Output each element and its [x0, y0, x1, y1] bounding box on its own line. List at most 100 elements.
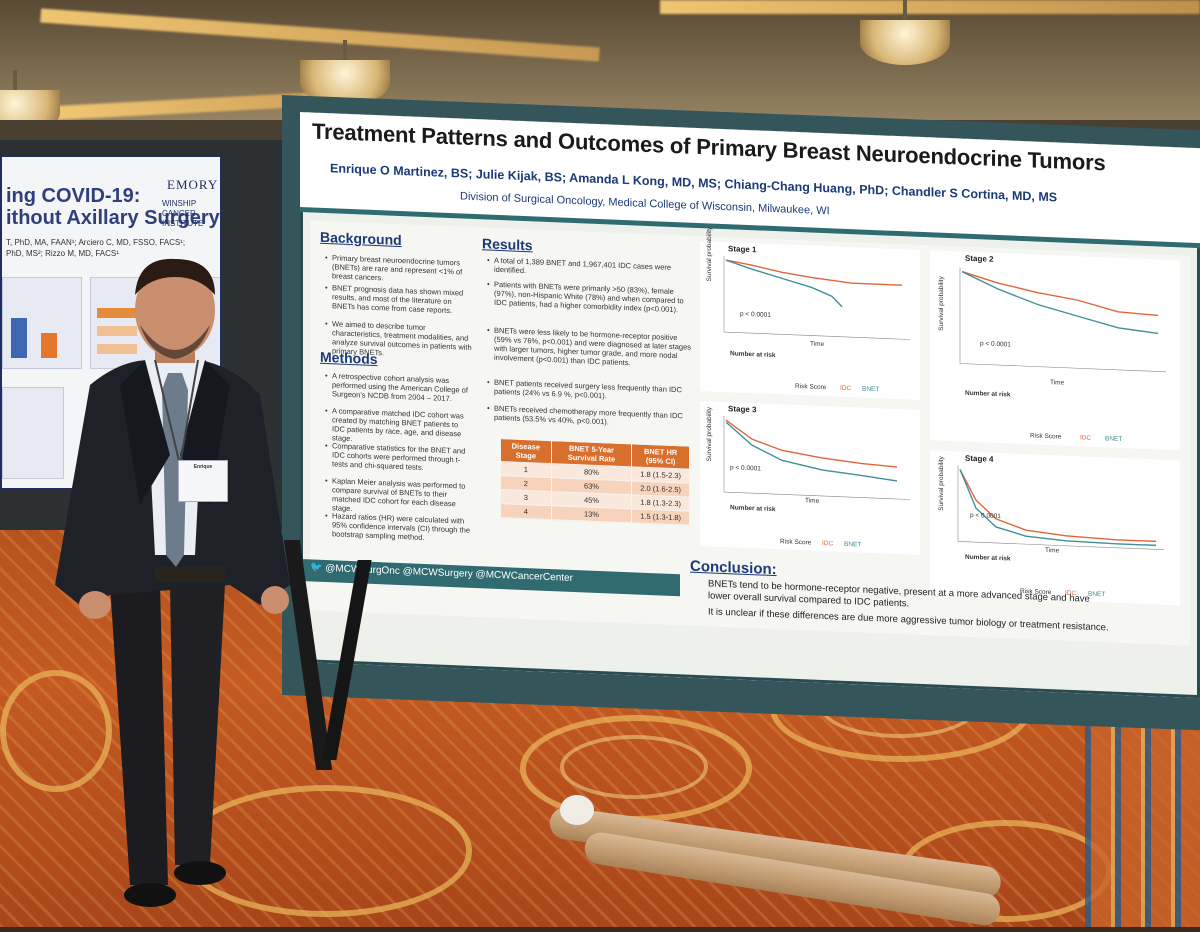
left-poster-title-line: ithout Axillary Surgery	[6, 207, 220, 229]
km-curves	[959, 267, 1166, 373]
km-plot-label: Stage 1	[728, 244, 757, 255]
table-cell: 1.5 (1.3-1.8)	[631, 508, 690, 526]
table-header-cell: BNET HR (95% CI)	[631, 443, 690, 470]
km-plot-stage-4: Stage 4 Survival probability p < 0.0001 …	[930, 450, 1180, 606]
km-plot-stage-3: Stage 3 Survival probability p < 0.0001 …	[700, 401, 920, 555]
emory-logo: EMORY	[167, 177, 219, 192]
tube-cap	[560, 795, 594, 825]
km-pvalue: p < 0.0001	[730, 464, 761, 473]
left-poster-cell	[97, 344, 137, 354]
km-bnet-curve	[725, 259, 843, 308]
km-legend-idc: IDC	[1080, 434, 1092, 442]
km-pvalue: p < 0.0001	[740, 310, 771, 319]
conclusion-heading: Conclusion:	[690, 557, 777, 579]
km-legend-title: Risk Score	[1030, 432, 1062, 441]
results-bullet: A total of 1,389 BNET and 1,967,401 IDC …	[494, 256, 694, 282]
presenter-hand	[261, 586, 289, 614]
km-xlabel: Time	[805, 497, 820, 505]
km-risk-title: Number at risk	[730, 350, 776, 360]
km-risk-title: Number at risk	[965, 553, 1011, 563]
presenter-hair	[135, 258, 215, 295]
km-ylabel: Survival probability	[938, 276, 945, 331]
left-poster-bar	[41, 333, 57, 358]
left-poster-authors-line: T, PhD, MA, FAAN¹; Arciero C, MD, FSSO, …	[6, 238, 186, 247]
presenter-shoe	[174, 861, 226, 885]
presenter-leg	[170, 585, 225, 865]
km-ylabel: Survival probability	[706, 226, 713, 282]
km-idc-curve	[959, 469, 1156, 543]
km-legend-idc: IDC	[822, 539, 834, 548]
left-poster-cell	[97, 308, 137, 318]
km-risk-title: Number at risk	[965, 389, 1011, 399]
km-bnet-curve	[959, 469, 1156, 547]
km-curves	[723, 256, 910, 340]
km-idc-curve	[961, 270, 1159, 317]
km-curves	[723, 416, 910, 500]
left-poster-table-box	[2, 387, 64, 479]
km-legend-bnet: BNET	[862, 385, 880, 394]
badge-name: Enrique	[193, 464, 213, 470]
carpet-pattern	[0, 670, 112, 792]
methods-heading: Methods	[320, 348, 378, 368]
left-poster-title: ing COVID-19: ithout Axillary Surgery	[6, 185, 220, 229]
left-poster-title-line: ing COVID-19:	[6, 185, 141, 207]
left-poster-authors-line: PhD, MS²; Rizzo M, MD, FACS¹	[6, 249, 119, 258]
km-xlabel: Time	[1050, 379, 1065, 387]
km-curves	[957, 465, 1164, 551]
results-table: Disease Stage BNET 5-Year Survival Rate …	[500, 438, 690, 526]
presenter-face	[135, 262, 215, 358]
chandelier	[850, 0, 960, 70]
main-poster: Treatment Patterns and Outcomes of Prima…	[300, 112, 1200, 699]
name-badge: Enrique	[178, 460, 228, 502]
km-legend-bnet: BNET	[1088, 590, 1106, 599]
ceiling-light-cove	[660, 0, 1200, 14]
table-header-cell: Disease Stage	[500, 438, 552, 464]
left-poster-chart-box	[2, 277, 82, 369]
table-header-cell: BNET 5-Year Survival Rate	[551, 440, 632, 467]
presenter: Enrique	[50, 255, 310, 927]
km-plot-label: Stage 2	[965, 253, 994, 264]
km-axis	[960, 363, 1166, 373]
km-plot-label: Stage 3	[728, 404, 757, 415]
km-axis	[724, 331, 910, 340]
presenter-belt	[155, 567, 225, 581]
background-bullet: BNET prognosis data has shown mixed resu…	[332, 283, 472, 316]
left-poster-authors: T, PhD, MA, FAAN¹; Arciero C, MD, FSSO, …	[6, 237, 220, 259]
km-axis	[958, 541, 1164, 551]
km-legend-bnet: BNET	[1105, 435, 1123, 444]
results-bullet: BNETs received chemotherapy more frequen…	[494, 404, 694, 430]
methods-bullet: Comparative statistics for the BNET and …	[332, 441, 472, 474]
km-bnet-curve	[961, 270, 1159, 335]
background-heading: Background	[320, 228, 402, 249]
presenter-shoe	[124, 883, 176, 907]
km-ylabel: Survival probability	[938, 456, 945, 511]
km-legend-title: Risk Score	[780, 538, 812, 547]
methods-bullet: Hazard ratios (HR) were calculated with …	[332, 511, 472, 544]
km-xlabel: Time	[1045, 546, 1060, 555]
km-idc-curve	[725, 259, 902, 286]
presenter-hand	[79, 591, 111, 619]
poster-affiliation: Division of Surgical Oncology, Medical C…	[460, 190, 830, 218]
results-bullet: BNET patients received surgery less freq…	[494, 378, 694, 404]
km-plot-label: Stage 4	[965, 453, 994, 464]
km-idc-curve	[725, 419, 898, 468]
table-cell: 4	[500, 503, 552, 520]
results-bullet: BNETs were less likely to be hormone-rec…	[494, 326, 694, 370]
km-legend-bnet: BNET	[844, 540, 862, 549]
background-bullet: Primary breast neuroendocrine tumors (BN…	[332, 253, 472, 286]
presenter-figure	[55, 258, 290, 907]
presenter-leg	[110, 585, 168, 885]
twitter-icon: 🐦	[310, 562, 326, 575]
results-heading: Results	[482, 235, 533, 254]
km-xlabel: Time	[810, 340, 825, 349]
km-plot-stage-2: Stage 2 Survival probability p < 0.0001 …	[930, 250, 1180, 451]
km-ylabel: Survival probability	[706, 406, 713, 462]
km-pvalue: p < 0.0001	[980, 340, 1011, 349]
carpet-pattern	[560, 735, 708, 799]
km-bnet-curve	[725, 421, 898, 482]
winship-logo: WINSHIP CANCER INSTITUTE	[162, 199, 204, 228]
km-legend-title: Risk Score	[795, 382, 827, 392]
presenter-beard	[140, 325, 210, 359]
left-poster-bar	[11, 318, 27, 358]
presenter-lapel	[120, 360, 170, 505]
